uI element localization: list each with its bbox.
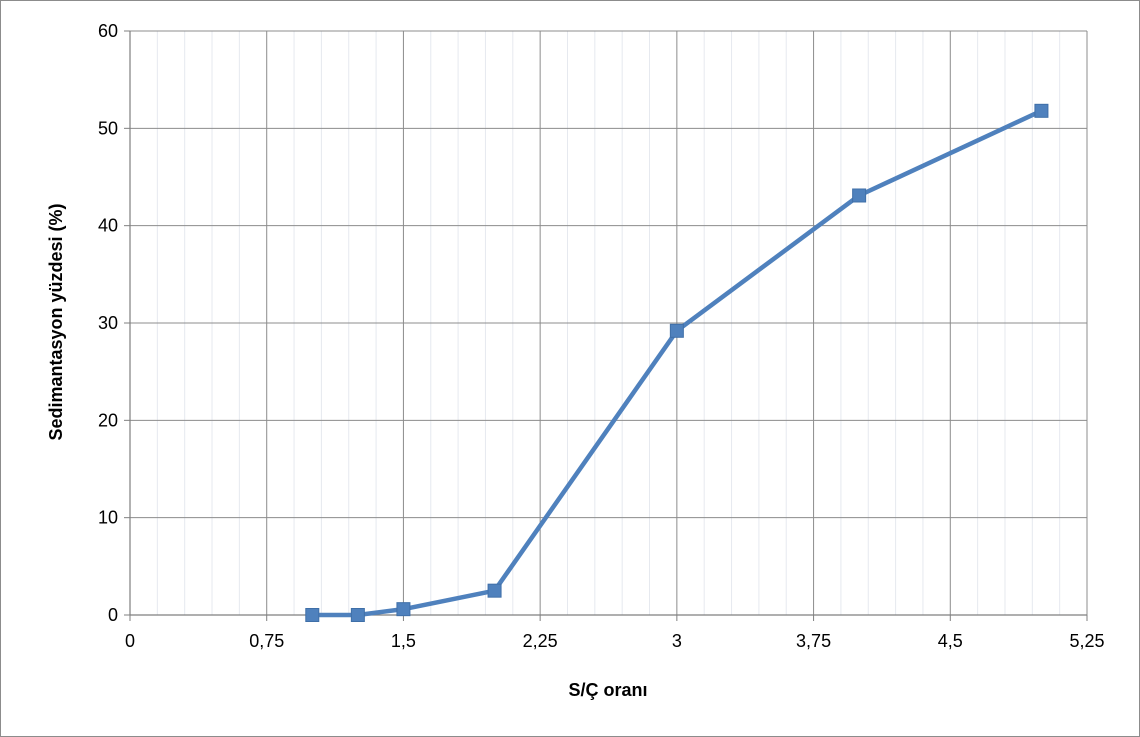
x-axis-title: S/Ç oranı xyxy=(568,680,647,700)
x-tick-label: 5,25 xyxy=(1069,631,1104,651)
y-axis-title: Sedimantasyon yüzdesi (%) xyxy=(46,203,66,440)
x-tick-labels: 0 0,75 1,5 2,25 3 3,75 4,5 5,25 xyxy=(125,631,1105,651)
y-tick-label: 50 xyxy=(98,118,118,138)
series-markers xyxy=(305,103,1049,622)
data-point-marker xyxy=(305,608,320,622)
data-point-marker xyxy=(396,602,411,617)
y-tick-labels: 0 10 20 30 40 50 60 xyxy=(98,21,118,625)
x-tick-label: 3 xyxy=(672,631,682,651)
x-tick-label: 4,5 xyxy=(938,631,963,651)
axes xyxy=(124,30,1088,621)
data-point-marker xyxy=(852,188,867,203)
y-tick-label: 40 xyxy=(98,216,118,236)
data-point-marker xyxy=(669,323,684,338)
y-tick-label: 30 xyxy=(98,313,118,333)
x-tick-label: 3,75 xyxy=(796,631,831,651)
x-tick-label: 1,5 xyxy=(391,631,416,651)
data-point-marker xyxy=(487,583,502,598)
data-point-marker xyxy=(350,608,365,622)
y-tick-label: 60 xyxy=(98,21,118,41)
y-tick-label: 0 xyxy=(108,605,118,625)
x-tick-label: 2,25 xyxy=(523,631,558,651)
y-tick-label: 20 xyxy=(98,410,118,430)
data-point-marker xyxy=(1034,103,1049,118)
x-tick-label: 0,75 xyxy=(249,631,284,651)
x-tick-label: 0 xyxy=(125,631,135,651)
y-tick-label: 10 xyxy=(98,508,118,528)
